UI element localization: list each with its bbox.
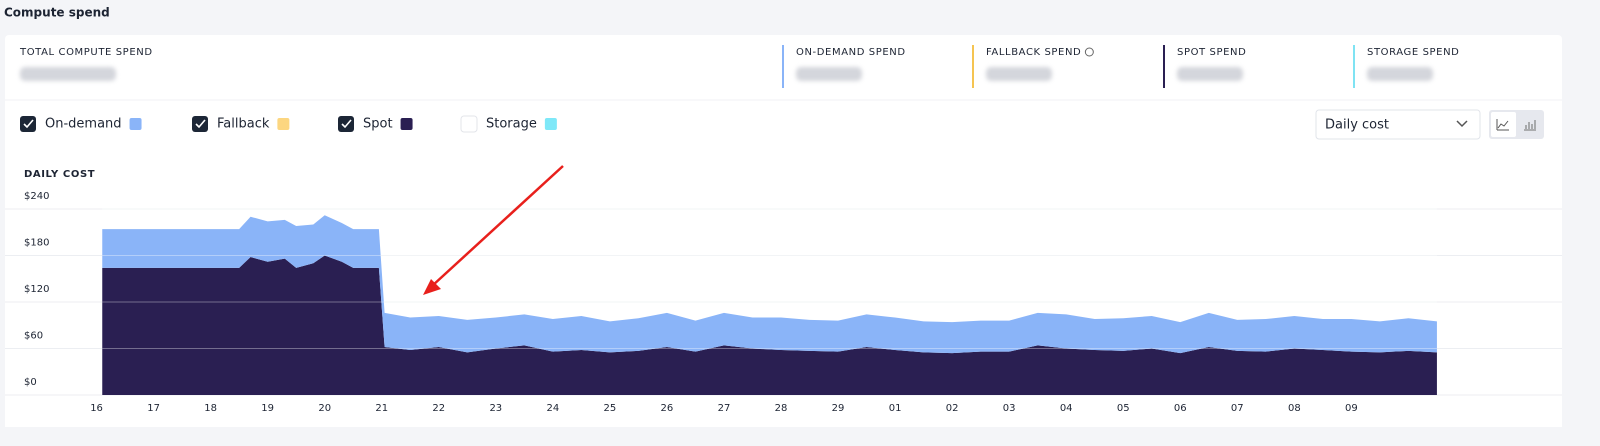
metric-label: SPOT SPEND xyxy=(1177,47,1246,58)
x-tick-label: 24 xyxy=(546,403,559,414)
info-icon xyxy=(1084,47,1094,57)
arrow-head xyxy=(423,279,441,295)
legend-label: Fallback xyxy=(217,117,270,132)
x-tick-label: 25 xyxy=(604,403,617,414)
metric-value-blurred xyxy=(1177,67,1243,81)
x-tick-label: 20 xyxy=(318,403,331,414)
legend: On-demand Fallback Spot Storage xyxy=(20,115,557,133)
page-title: Compute spend xyxy=(4,6,110,20)
x-tick-label: 09 xyxy=(1345,403,1358,414)
x-tick-label: 03 xyxy=(1003,403,1016,414)
x-tick-label: 22 xyxy=(432,403,445,414)
dropdown[interactable]: Daily cost xyxy=(1315,109,1481,140)
checkbox-checked xyxy=(192,116,208,132)
dropdown-box[interactable] xyxy=(1315,109,1481,140)
legend-label: Storage xyxy=(486,117,537,132)
legend-item[interactable]: Spot xyxy=(338,116,413,132)
area xyxy=(102,255,1437,395)
chevron xyxy=(1456,120,1468,128)
x-tick-label: 28 xyxy=(775,403,788,414)
checkbox-checked xyxy=(338,116,354,132)
chart-title: DAILY COST xyxy=(24,169,95,180)
x-tick-label: 21 xyxy=(375,403,388,414)
x-tick-label: 23 xyxy=(489,403,502,414)
legend-swatch xyxy=(400,118,413,130)
x-tick-label: 29 xyxy=(832,403,845,414)
legend-item[interactable]: Fallback xyxy=(192,116,290,132)
metric-label: STORAGE SPEND xyxy=(1367,47,1459,58)
legend-label: Spot xyxy=(363,117,393,132)
checkmark xyxy=(23,119,34,129)
metric-label: ON-DEMAND SPEND xyxy=(796,47,906,58)
legend-label: On-demand xyxy=(45,117,122,132)
metric-label: FALLBACK SPEND xyxy=(986,47,1081,58)
x-tick-label: 17 xyxy=(147,403,160,414)
x-tick-label: 01 xyxy=(889,403,902,414)
metric-label: TOTAL COMPUTE SPEND xyxy=(19,47,153,58)
y-tick-label: $120 xyxy=(24,284,49,295)
legend-swatch xyxy=(129,118,142,130)
legend-swatch xyxy=(544,118,557,130)
legend-item[interactable]: Storage xyxy=(460,115,557,133)
x-tick-label: 07 xyxy=(1231,403,1244,414)
area xyxy=(102,215,1437,354)
x-tick-label: 27 xyxy=(718,403,731,414)
line-icon xyxy=(1496,119,1509,131)
line-view-button[interactable] xyxy=(1491,112,1516,137)
metric-value-blurred xyxy=(986,67,1052,81)
x-tick-label: 16 xyxy=(90,403,103,414)
x-tick-label: 18 xyxy=(204,403,217,414)
metrics: TOTAL COMPUTE SPEND ON-DEMAND SPEND FALLBA… xyxy=(19,45,1459,88)
x-tick-label: 08 xyxy=(1288,403,1301,414)
checkbox xyxy=(460,115,478,133)
x-tick-label: 05 xyxy=(1117,403,1130,414)
y-tick-label: $180 xyxy=(24,238,49,249)
arrow-shaft xyxy=(431,165,564,287)
bar-icon xyxy=(1524,120,1536,131)
checkbox-checked xyxy=(20,116,36,132)
metric-value-blurred xyxy=(20,67,116,81)
x-tick-label: 04 xyxy=(1060,403,1073,414)
metric-value-blurred xyxy=(796,67,862,81)
view-toggle[interactable] xyxy=(1489,110,1544,139)
y-tick-label: $60 xyxy=(24,331,43,342)
checkmark xyxy=(195,119,206,129)
x-tick-label: 06 xyxy=(1174,403,1187,414)
plot: $0 $60 $120 $180 $240 16 17 18 19 20 21 22 23 24 25 26 2… xyxy=(5,191,1562,414)
annotation-arrow xyxy=(423,165,564,295)
y-tick-label: $0 xyxy=(24,377,37,388)
x-tick-label: 26 xyxy=(661,403,674,414)
dropdown-label[interactable]: Daily cost xyxy=(1325,118,1389,133)
x-tick-label: 02 xyxy=(946,403,959,414)
metric-value-blurred xyxy=(1367,67,1433,81)
y-tick-label: $240 xyxy=(24,191,49,202)
legend-swatch xyxy=(277,118,290,130)
checkmark xyxy=(341,119,352,129)
x-tick-label: 19 xyxy=(261,403,274,414)
legend-item[interactable]: On-demand xyxy=(20,116,142,132)
